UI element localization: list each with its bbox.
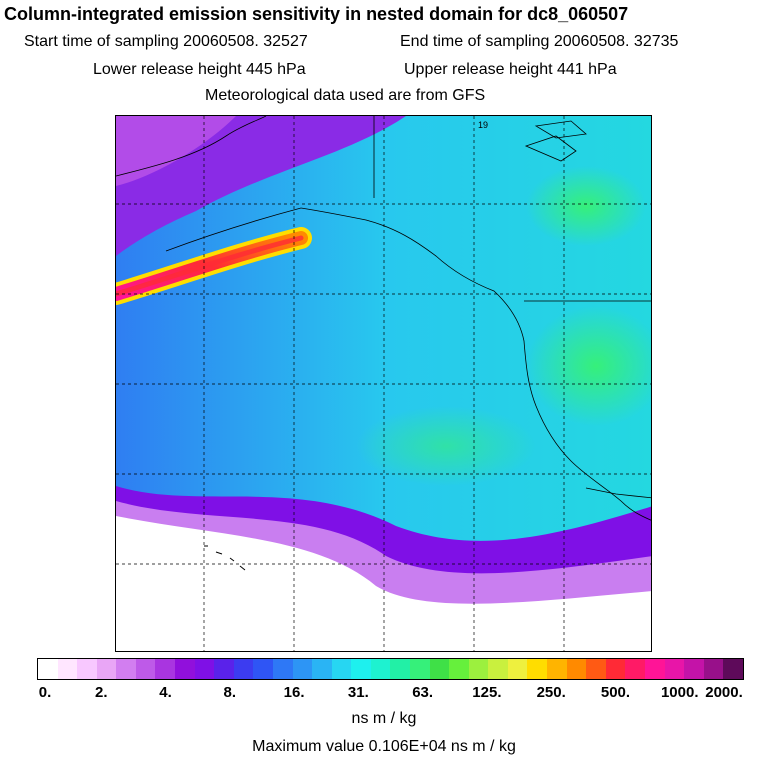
siberia-coastline [116, 116, 267, 177]
colorbar-segment [272, 659, 293, 679]
colorbar-units: ns m / kg [351, 710, 417, 727]
colorbar-tick-label: 1000. [660, 684, 699, 701]
colorbar-segment [135, 659, 156, 679]
colorbar-tick-label: 8. [223, 684, 237, 701]
colorbar-segment [116, 659, 136, 679]
colorbar-segment [527, 659, 548, 679]
colorbar-tick-label: 2000. [705, 684, 743, 701]
colorbar-tick-label: 63. [412, 684, 434, 701]
figure-title: Column-integrated emission sensitivity i… [4, 4, 629, 24]
colorbar-tick-label: 31. [347, 684, 369, 701]
colorbar-segment [370, 659, 391, 679]
end-time-label: End time of sampling 20060508. 32735 [400, 33, 679, 50]
colorbar-tick-label: 500. [600, 684, 631, 701]
colorbar-segment [175, 659, 195, 679]
colorbar-segment [468, 659, 489, 679]
colorbar-segment [625, 659, 645, 679]
arctic-islands [524, 120, 587, 162]
met-data-label: Meteorological data used are from GFS [205, 87, 486, 104]
colorbar-segment [547, 659, 567, 679]
colorbar-segment [77, 659, 97, 679]
colorbar-segment [507, 659, 528, 679]
colorbar-segment [449, 659, 469, 679]
zero-sensitivity-region [116, 516, 651, 651]
colorbar-segment [703, 659, 724, 679]
north-america-coastline [300, 207, 651, 521]
colorbar-segment [409, 659, 430, 679]
colorbar-segment [644, 659, 665, 679]
colorbar-segment [292, 659, 313, 679]
start-time-label: Start time of sampling 20060508. 32527 [24, 33, 308, 50]
upper-release-height-label: Upper release height 441 hPa [404, 61, 617, 78]
lower-release-height-label: Lower release height 445 hPa [93, 61, 306, 78]
colorbar-segment [253, 659, 273, 679]
colorbar [37, 658, 744, 680]
colorbar-tick-label: 2. [95, 684, 108, 701]
colorbar-segment [312, 659, 332, 679]
colorbar-tick-label: 0. [38, 684, 52, 701]
high-sensitivity-region-canada [526, 166, 646, 246]
colorbar-segment [331, 659, 352, 679]
colorbar-tick-label: 16. [283, 684, 305, 701]
high-sensitivity-region-inland [526, 306, 651, 426]
colorbar-segment [664, 659, 685, 679]
colorbar-segment [566, 659, 587, 679]
colorbar-segment [155, 659, 176, 679]
hawaii-islands [204, 545, 246, 571]
maximum-value-label: Maximum value 0.106E+04 ns m / kg [252, 738, 516, 755]
colorbar-tick-label: 4. [159, 684, 172, 701]
colorbar-segment [429, 659, 450, 679]
colorbar-segment [586, 659, 606, 679]
colorbar-segment [194, 659, 215, 679]
aleutian-coastline [165, 207, 302, 252]
high-sensitivity-region-pacific [356, 406, 536, 486]
colorbar-segment [38, 659, 58, 679]
colorbar-tick-label: 125. [472, 684, 502, 701]
colorbar-segment [605, 659, 626, 679]
grid-label: 19 [478, 120, 488, 130]
plume-centerline [116, 235, 304, 297]
colorbar-segment [214, 659, 234, 679]
colorbar-segment [390, 659, 410, 679]
colorbar-tick-label: 250. [536, 684, 566, 701]
colorbar-segment [488, 659, 508, 679]
colorbar-segment [57, 659, 78, 679]
colorbar-segment [684, 659, 704, 679]
colorbar-segment [723, 659, 743, 679]
colorbar-segment [233, 659, 254, 679]
us-mexico-border [585, 487, 651, 499]
colorbar-segment [351, 659, 371, 679]
colorbar-segment [96, 659, 117, 679]
sensitivity-map: 19 [115, 115, 652, 652]
